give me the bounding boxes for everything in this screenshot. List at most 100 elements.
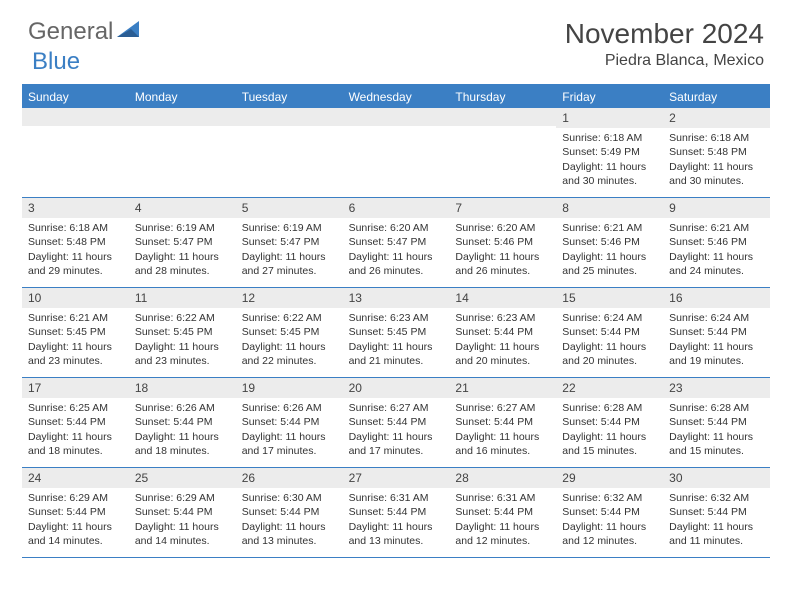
calendar-cell: 18Sunrise: 6:26 AMSunset: 5:44 PMDayligh… bbox=[129, 378, 236, 468]
daylight-line: Daylight: 11 hours and 30 minutes. bbox=[562, 160, 657, 188]
month-title: November 2024 bbox=[565, 18, 764, 50]
day-number: 10 bbox=[22, 288, 129, 308]
calendar-cell: 10Sunrise: 6:21 AMSunset: 5:45 PMDayligh… bbox=[22, 288, 129, 378]
sunset-line: Sunset: 5:49 PM bbox=[562, 145, 657, 159]
day-details: Sunrise: 6:31 AMSunset: 5:44 PMDaylight:… bbox=[449, 488, 556, 552]
sunset-line: Sunset: 5:44 PM bbox=[669, 325, 764, 339]
day-number: 4 bbox=[129, 198, 236, 218]
sunrise-line: Sunrise: 6:31 AM bbox=[455, 491, 550, 505]
daylight-line: Daylight: 11 hours and 30 minutes. bbox=[669, 160, 764, 188]
day-number: 13 bbox=[343, 288, 450, 308]
calendar-cell: 2Sunrise: 6:18 AMSunset: 5:48 PMDaylight… bbox=[663, 108, 770, 198]
day-number: 23 bbox=[663, 378, 770, 398]
daylight-line: Daylight: 11 hours and 12 minutes. bbox=[455, 520, 550, 548]
daylight-line: Daylight: 11 hours and 24 minutes. bbox=[669, 250, 764, 278]
sunset-line: Sunset: 5:44 PM bbox=[242, 415, 337, 429]
daylight-line: Daylight: 11 hours and 19 minutes. bbox=[669, 340, 764, 368]
daylight-line: Daylight: 11 hours and 21 minutes. bbox=[349, 340, 444, 368]
day-number: 15 bbox=[556, 288, 663, 308]
sunrise-line: Sunrise: 6:24 AM bbox=[669, 311, 764, 325]
daylight-line: Daylight: 11 hours and 27 minutes. bbox=[242, 250, 337, 278]
sunset-line: Sunset: 5:47 PM bbox=[349, 235, 444, 249]
daylight-line: Daylight: 11 hours and 11 minutes. bbox=[669, 520, 764, 548]
sunrise-line: Sunrise: 6:20 AM bbox=[349, 221, 444, 235]
day-details: Sunrise: 6:24 AMSunset: 5:44 PMDaylight:… bbox=[663, 308, 770, 372]
calendar-cell: 8Sunrise: 6:21 AMSunset: 5:46 PMDaylight… bbox=[556, 198, 663, 288]
sunset-line: Sunset: 5:44 PM bbox=[349, 505, 444, 519]
sunrise-line: Sunrise: 6:22 AM bbox=[242, 311, 337, 325]
sunset-line: Sunset: 5:44 PM bbox=[28, 415, 123, 429]
sunset-line: Sunset: 5:47 PM bbox=[242, 235, 337, 249]
sunset-line: Sunset: 5:45 PM bbox=[242, 325, 337, 339]
calendar-cell: 26Sunrise: 6:30 AMSunset: 5:44 PMDayligh… bbox=[236, 468, 343, 558]
daylight-line: Daylight: 11 hours and 15 minutes. bbox=[669, 430, 764, 458]
daylight-line: Daylight: 11 hours and 22 minutes. bbox=[242, 340, 337, 368]
sunset-line: Sunset: 5:44 PM bbox=[242, 505, 337, 519]
calendar-cell: 27Sunrise: 6:31 AMSunset: 5:44 PMDayligh… bbox=[343, 468, 450, 558]
sunrise-line: Sunrise: 6:21 AM bbox=[28, 311, 123, 325]
sunset-line: Sunset: 5:44 PM bbox=[562, 415, 657, 429]
day-number: 7 bbox=[449, 198, 556, 218]
weekday-header: Friday bbox=[556, 86, 663, 108]
logo: General bbox=[28, 18, 143, 46]
day-details: Sunrise: 6:29 AMSunset: 5:44 PMDaylight:… bbox=[129, 488, 236, 552]
sunrise-line: Sunrise: 6:19 AM bbox=[242, 221, 337, 235]
daylight-line: Daylight: 11 hours and 13 minutes. bbox=[349, 520, 444, 548]
calendar-cell: 13Sunrise: 6:23 AMSunset: 5:45 PMDayligh… bbox=[343, 288, 450, 378]
sunrise-line: Sunrise: 6:24 AM bbox=[562, 311, 657, 325]
sunset-line: Sunset: 5:44 PM bbox=[455, 505, 550, 519]
day-details: Sunrise: 6:27 AMSunset: 5:44 PMDaylight:… bbox=[449, 398, 556, 462]
sunset-line: Sunset: 5:44 PM bbox=[562, 505, 657, 519]
day-details: Sunrise: 6:28 AMSunset: 5:44 PMDaylight:… bbox=[556, 398, 663, 462]
day-details: Sunrise: 6:19 AMSunset: 5:47 PMDaylight:… bbox=[236, 218, 343, 282]
calendar-cell: 30Sunrise: 6:32 AMSunset: 5:44 PMDayligh… bbox=[663, 468, 770, 558]
sunset-line: Sunset: 5:45 PM bbox=[135, 325, 230, 339]
calendar-cell: 28Sunrise: 6:31 AMSunset: 5:44 PMDayligh… bbox=[449, 468, 556, 558]
sunrise-line: Sunrise: 6:22 AM bbox=[135, 311, 230, 325]
day-details: Sunrise: 6:18 AMSunset: 5:48 PMDaylight:… bbox=[22, 218, 129, 282]
location: Piedra Blanca, Mexico bbox=[565, 52, 764, 70]
day-number: 21 bbox=[449, 378, 556, 398]
day-details: Sunrise: 6:25 AMSunset: 5:44 PMDaylight:… bbox=[22, 398, 129, 462]
day-details: Sunrise: 6:26 AMSunset: 5:44 PMDaylight:… bbox=[129, 398, 236, 462]
daylight-line: Daylight: 11 hours and 23 minutes. bbox=[135, 340, 230, 368]
daylight-line: Daylight: 11 hours and 18 minutes. bbox=[135, 430, 230, 458]
calendar-cell: 17Sunrise: 6:25 AMSunset: 5:44 PMDayligh… bbox=[22, 378, 129, 468]
day-details: Sunrise: 6:32 AMSunset: 5:44 PMDaylight:… bbox=[556, 488, 663, 552]
sunset-line: Sunset: 5:44 PM bbox=[455, 325, 550, 339]
day-number: 6 bbox=[343, 198, 450, 218]
title-block: November 2024 Piedra Blanca, Mexico bbox=[565, 18, 764, 70]
day-details: Sunrise: 6:21 AMSunset: 5:46 PMDaylight:… bbox=[556, 218, 663, 282]
sunset-line: Sunset: 5:46 PM bbox=[562, 235, 657, 249]
day-details: Sunrise: 6:21 AMSunset: 5:45 PMDaylight:… bbox=[22, 308, 129, 372]
sunrise-line: Sunrise: 6:18 AM bbox=[28, 221, 123, 235]
calendar-cell-empty bbox=[22, 108, 129, 198]
sunrise-line: Sunrise: 6:29 AM bbox=[135, 491, 230, 505]
daylight-line: Daylight: 11 hours and 20 minutes. bbox=[562, 340, 657, 368]
daylight-line: Daylight: 11 hours and 25 minutes. bbox=[562, 250, 657, 278]
sunrise-line: Sunrise: 6:21 AM bbox=[669, 221, 764, 235]
sunrise-line: Sunrise: 6:27 AM bbox=[455, 401, 550, 415]
sunrise-line: Sunrise: 6:18 AM bbox=[669, 131, 764, 145]
sunrise-line: Sunrise: 6:25 AM bbox=[28, 401, 123, 415]
day-details: Sunrise: 6:32 AMSunset: 5:44 PMDaylight:… bbox=[663, 488, 770, 552]
day-details: Sunrise: 6:23 AMSunset: 5:45 PMDaylight:… bbox=[343, 308, 450, 372]
sunset-line: Sunset: 5:45 PM bbox=[28, 325, 123, 339]
calendar-cell-empty bbox=[129, 108, 236, 198]
logo-text-blue: Blue bbox=[32, 48, 80, 76]
header: General November 2024 Piedra Blanca, Mex… bbox=[0, 0, 792, 78]
sunset-line: Sunset: 5:48 PM bbox=[28, 235, 123, 249]
daylight-line: Daylight: 11 hours and 20 minutes. bbox=[455, 340, 550, 368]
day-number: 16 bbox=[663, 288, 770, 308]
calendar-cell-empty bbox=[343, 108, 450, 198]
weekday-header-row: SundayMondayTuesdayWednesdayThursdayFrid… bbox=[22, 86, 770, 108]
weekday-header: Tuesday bbox=[236, 86, 343, 108]
sunset-line: Sunset: 5:44 PM bbox=[135, 415, 230, 429]
calendar-cell: 11Sunrise: 6:22 AMSunset: 5:45 PMDayligh… bbox=[129, 288, 236, 378]
logo-triangle-icon bbox=[117, 18, 143, 46]
sunset-line: Sunset: 5:44 PM bbox=[135, 505, 230, 519]
day-number: 25 bbox=[129, 468, 236, 488]
calendar-cell: 14Sunrise: 6:23 AMSunset: 5:44 PMDayligh… bbox=[449, 288, 556, 378]
daylight-line: Daylight: 11 hours and 17 minutes. bbox=[349, 430, 444, 458]
daylight-line: Daylight: 11 hours and 23 minutes. bbox=[28, 340, 123, 368]
